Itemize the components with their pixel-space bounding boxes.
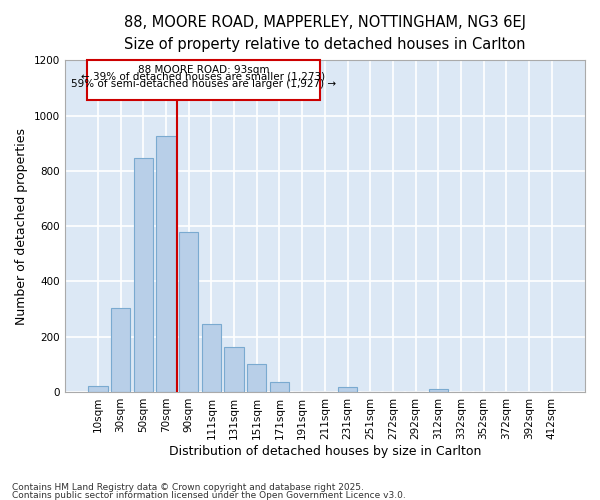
Bar — [247, 364, 266, 392]
Bar — [111, 308, 130, 392]
Text: Contains HM Land Registry data © Crown copyright and database right 2025.: Contains HM Land Registry data © Crown c… — [12, 484, 364, 492]
Bar — [202, 324, 221, 392]
Bar — [179, 232, 199, 392]
X-axis label: Distribution of detached houses by size in Carlton: Distribution of detached houses by size … — [169, 444, 481, 458]
Y-axis label: Number of detached properties: Number of detached properties — [15, 128, 28, 324]
Title: 88, MOORE ROAD, MAPPERLEY, NOTTINGHAM, NG3 6EJ
Size of property relative to deta: 88, MOORE ROAD, MAPPERLEY, NOTTINGHAM, N… — [124, 15, 526, 52]
Bar — [270, 382, 289, 392]
Text: 59% of semi-detached houses are larger (1,927) →: 59% of semi-detached houses are larger (… — [71, 78, 336, 88]
Bar — [224, 347, 244, 392]
Bar — [134, 158, 153, 392]
Bar — [428, 389, 448, 392]
Text: 88 MOORE ROAD: 93sqm: 88 MOORE ROAD: 93sqm — [138, 66, 269, 76]
Text: ← 39% of detached houses are smaller (1,273): ← 39% of detached houses are smaller (1,… — [82, 72, 326, 82]
Bar — [88, 386, 107, 392]
Bar — [86, 60, 320, 100]
Bar — [157, 136, 176, 392]
Bar — [338, 387, 357, 392]
Text: Contains public sector information licensed under the Open Government Licence v3: Contains public sector information licen… — [12, 490, 406, 500]
